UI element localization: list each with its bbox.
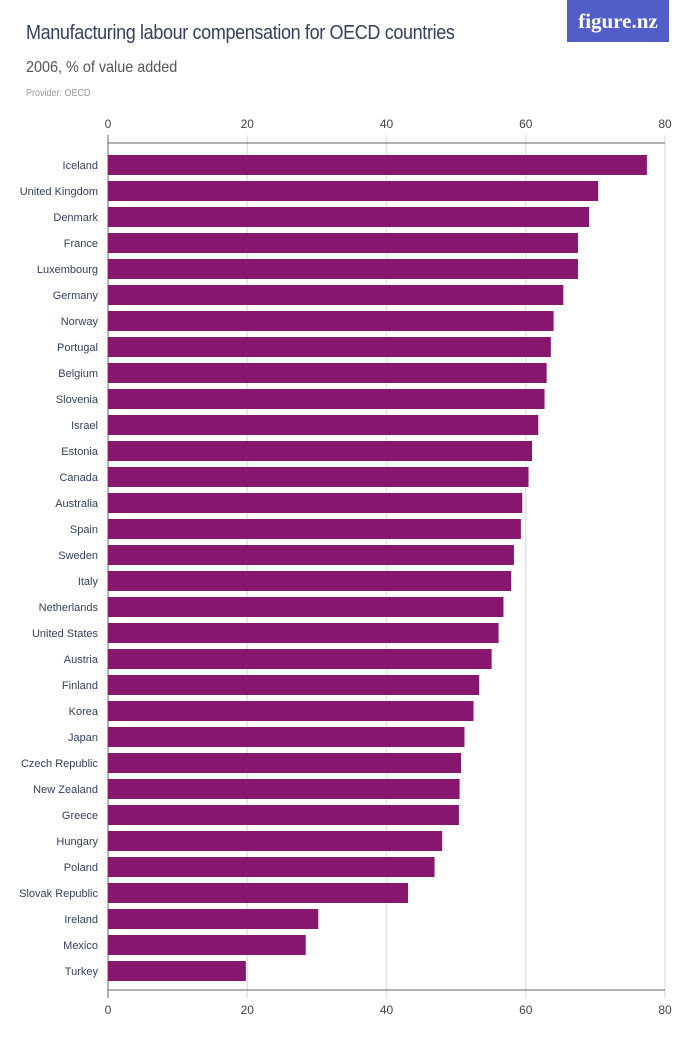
figure-nz-logo[interactable]: figure.nz	[567, 0, 669, 42]
category-label: Germany	[53, 290, 99, 302]
bar	[108, 805, 459, 825]
category-label: United States	[32, 628, 99, 640]
x-tick-label-bottom: 40	[380, 1003, 394, 1017]
category-label: Austria	[64, 654, 99, 666]
category-label: Finland	[62, 680, 98, 692]
x-tick-label-top: 40	[380, 117, 394, 131]
bar	[108, 623, 499, 643]
category-label: New Zealand	[33, 784, 98, 796]
category-label: France	[64, 238, 98, 250]
bar	[108, 857, 435, 877]
bar	[108, 675, 480, 695]
category-label: Estonia	[61, 446, 99, 458]
category-label: Japan	[68, 732, 98, 744]
category-label: Slovenia	[56, 394, 99, 406]
category-label: Australia	[55, 498, 99, 510]
category-label: Czech Republic	[21, 758, 99, 770]
chart-subtitle: 2006, % of value added	[26, 59, 178, 76]
bar	[108, 779, 460, 799]
category-label: Hungary	[56, 836, 98, 848]
bar	[108, 545, 514, 565]
bar	[108, 337, 551, 357]
category-label: Denmark	[53, 212, 98, 224]
chart-title: Manufacturing labour compensation for OE…	[26, 22, 455, 44]
bar	[108, 389, 545, 409]
category-label: Israel	[71, 420, 98, 432]
bar	[108, 649, 492, 669]
x-tick-label-bottom: 20	[241, 1003, 255, 1017]
bar	[108, 597, 504, 617]
category-label: Spain	[70, 524, 98, 536]
category-label: Italy	[78, 576, 99, 588]
bar	[108, 753, 461, 773]
bar	[108, 571, 512, 591]
category-label: Ireland	[64, 914, 98, 926]
category-label: Sweden	[58, 550, 98, 562]
x-tick-label-top: 0	[105, 117, 112, 131]
bar	[108, 207, 590, 227]
bar	[108, 155, 647, 175]
bar	[108, 363, 547, 383]
bar	[108, 909, 319, 929]
x-tick-label-top: 20	[241, 117, 255, 131]
category-label: Belgium	[58, 368, 98, 380]
x-tick-label-bottom: 80	[658, 1003, 672, 1017]
bar	[108, 415, 539, 435]
category-label: Portugal	[57, 342, 98, 354]
bar	[108, 935, 306, 955]
category-label: Turkey	[65, 966, 99, 978]
bar	[108, 961, 246, 981]
bar	[108, 467, 529, 487]
bar	[108, 285, 564, 305]
category-label: Poland	[64, 862, 98, 874]
x-tick-label-bottom: 0	[105, 1003, 112, 1017]
category-label: Canada	[59, 472, 98, 484]
bar	[108, 701, 474, 721]
category-label: Mexico	[63, 940, 98, 952]
bar	[108, 441, 533, 461]
bar	[108, 519, 521, 539]
bar	[108, 883, 409, 903]
bar	[108, 493, 523, 513]
x-tick-label-bottom: 60	[519, 1003, 533, 1017]
category-label: Iceland	[63, 160, 98, 172]
category-label: Luxembourg	[37, 264, 98, 276]
category-label: United Kingdom	[20, 186, 98, 198]
provider-label: Provider: OECD	[26, 88, 91, 99]
category-label: Norway	[61, 316, 99, 328]
category-label: Greece	[62, 810, 98, 822]
bar	[108, 233, 578, 253]
bar	[108, 181, 599, 201]
category-label: Korea	[69, 706, 99, 718]
bar	[108, 727, 465, 747]
category-label: Slovak Republic	[19, 888, 98, 900]
bar	[108, 831, 443, 851]
bar	[108, 259, 578, 279]
category-label: Netherlands	[39, 602, 99, 614]
x-tick-label-top: 60	[519, 117, 533, 131]
x-tick-label-top: 80	[658, 117, 672, 131]
bar	[108, 311, 554, 331]
